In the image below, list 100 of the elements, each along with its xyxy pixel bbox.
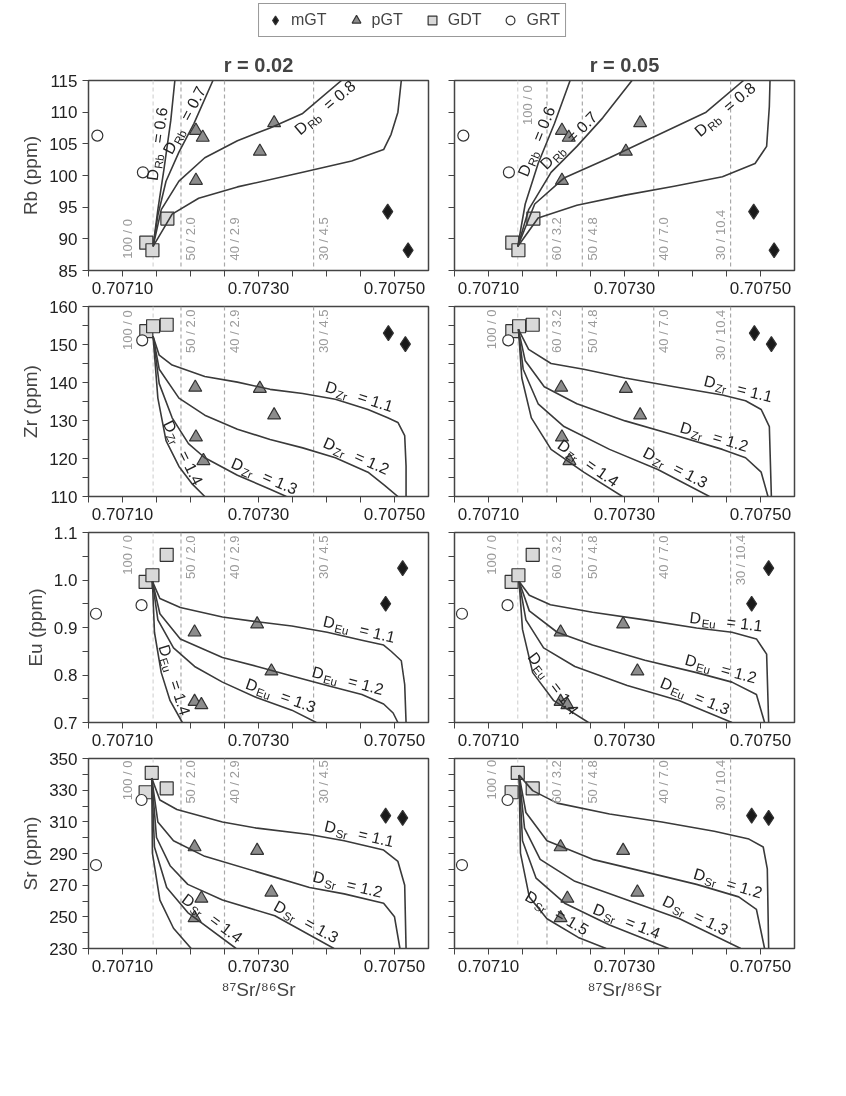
annotation: 30 / 10.4	[713, 209, 729, 261]
annotation: 60 / 3.2	[549, 760, 565, 804]
x-tick-label: 0.70750	[729, 278, 792, 298]
annotation: DEu = 1.4	[524, 649, 583, 718]
y-axis-title: Rb (ppm)	[20, 135, 42, 216]
annotation: DZr = 1.1	[323, 377, 396, 416]
x-tick-label: 0.70750	[363, 730, 426, 750]
y-tick-label: 110	[50, 487, 78, 507]
annotation: DZr = 1.2	[320, 433, 392, 478]
annotation: 100 / 0	[484, 534, 500, 575]
annotation: DZr = 1.1	[702, 372, 775, 406]
x-tick-label: 0.70730	[593, 956, 656, 976]
y-axis-title: Eu (ppm)	[24, 588, 46, 667]
y-tick-label: 1.1	[53, 523, 78, 543]
x-axis-title: ⁸⁷Sr/⁸⁶Sr	[587, 978, 663, 1000]
x-axis-title: ⁸⁷Sr/⁸⁶Sr	[221, 978, 297, 1000]
annotation: 100 / 0	[119, 760, 135, 801]
annotation: 40 / 2.9	[227, 309, 242, 353]
x-tick-label: 0.70730	[593, 730, 656, 750]
x-tick-label: 0.70710	[91, 504, 154, 524]
y-tick-label: 350	[49, 749, 78, 769]
annotation: 30 / 4.5	[316, 217, 332, 261]
annotation: 100 / 0	[119, 218, 135, 259]
x-tick-label: 0.70750	[729, 730, 792, 750]
annotation: DZr = 1.4	[554, 436, 622, 491]
annotation: 30 / 4.5	[316, 535, 332, 579]
annotation: DSr = 1.5	[522, 887, 592, 939]
y-tick-label: 105	[49, 134, 78, 154]
annotation: 30 / 4.5	[316, 309, 332, 353]
annotation: 60 / 3.2	[549, 535, 565, 579]
x-tick-label: 0.70710	[457, 730, 520, 750]
chart-title: r = 0.05	[589, 53, 660, 76]
x-tick-label: 0.70750	[363, 956, 426, 976]
y-tick-label: 1.0	[53, 571, 78, 590]
annotation: DSr = 1.4	[178, 890, 246, 947]
y-tick-label: 250	[49, 907, 78, 927]
annotation: 30 / 4.5	[316, 760, 332, 804]
annotation: DZr = 1.4	[159, 417, 207, 488]
annotation: 40 / 7.0	[656, 217, 672, 261]
x-tick-label: 0.70730	[227, 278, 290, 298]
y-tick-label: 290	[49, 844, 78, 864]
annotation: DRb = 0.8	[291, 77, 359, 138]
x-tick-label: 0.70730	[227, 730, 290, 750]
y-tick-label: 95	[58, 198, 78, 218]
y-axis-title: Zr (ppm)	[20, 365, 42, 438]
legend-label: GDT	[447, 11, 482, 29]
annotation: 50 / 2.0	[183, 309, 199, 353]
x-tick-label: 0.70710	[457, 956, 520, 976]
annotation: 100 / 0	[520, 85, 536, 126]
x-tick-label: 0.70730	[227, 956, 290, 976]
y-tick-label: 85	[58, 261, 78, 281]
y-tick-label: 100	[49, 166, 78, 186]
x-tick-label: 0.70730	[227, 504, 290, 524]
x-tick-label: 0.70750	[363, 278, 426, 298]
annotation: 40 / 7.0	[656, 760, 672, 804]
y-tick-label: 230	[49, 939, 78, 959]
annotation: 40 / 2.9	[227, 217, 242, 261]
y-tick-label: 130	[49, 411, 78, 431]
annotation: 60 / 3.2	[549, 309, 565, 353]
annotation: 100 / 0	[119, 534, 135, 575]
chart-title: r = 0.02	[223, 53, 294, 76]
annotation: DEu = 1.4	[155, 642, 194, 718]
x-tick-label: 0.70710	[91, 730, 154, 750]
annotation: 100 / 0	[119, 310, 135, 350]
annotation: 30 / 10.4	[713, 759, 729, 811]
annotation: 50 / 4.8	[584, 309, 600, 353]
annotation: DZr = 1.3	[228, 454, 301, 498]
x-tick-label: 0.70710	[91, 278, 154, 298]
annotation: 50 / 4.8	[584, 760, 600, 804]
annotation: DEu = 1.2	[310, 663, 386, 699]
annotation: DEu = 1.1	[321, 612, 397, 646]
x-tick-label: 0.70750	[729, 956, 792, 976]
y-tick-label: 330	[49, 781, 78, 801]
annotation: 40 / 7.0	[656, 309, 672, 353]
y-tick-label: 0.7	[53, 713, 78, 733]
x-tick-label: 0.70750	[729, 504, 792, 524]
annotation: 60 / 3.2	[549, 217, 565, 261]
y-tick-label: 310	[49, 812, 78, 832]
legend-label: GRT	[526, 11, 560, 29]
y-tick-label: 0.9	[53, 618, 78, 638]
annotation: 30 / 10.4	[713, 309, 729, 361]
y-tick-label: 110	[50, 103, 78, 123]
y-tick-label: 90	[58, 229, 78, 249]
annotation: DEu = 1.1	[688, 608, 764, 635]
annotation: 40 / 2.9	[227, 760, 242, 804]
x-tick-label: 0.70750	[363, 504, 426, 524]
y-axis-title: Sr (ppm)	[20, 816, 42, 891]
x-tick-label: 0.70730	[593, 278, 656, 298]
y-tick-label: 270	[49, 876, 78, 896]
legend-label: mGT	[291, 11, 327, 29]
annotation: 30 / 10.4	[733, 534, 749, 586]
y-tick-label: 0.8	[53, 666, 78, 685]
annotation: 50 / 4.8	[584, 217, 600, 261]
x-tick-label: 0.70710	[457, 504, 520, 524]
annotation: DSr = 1.1	[322, 817, 396, 851]
y-tick-label: 115	[50, 71, 78, 91]
annotation: 100 / 0	[484, 309, 500, 350]
y-tick-label: 160	[49, 297, 78, 317]
legend-label: pGT	[371, 11, 403, 29]
annotation: 40 / 2.9	[227, 535, 242, 579]
